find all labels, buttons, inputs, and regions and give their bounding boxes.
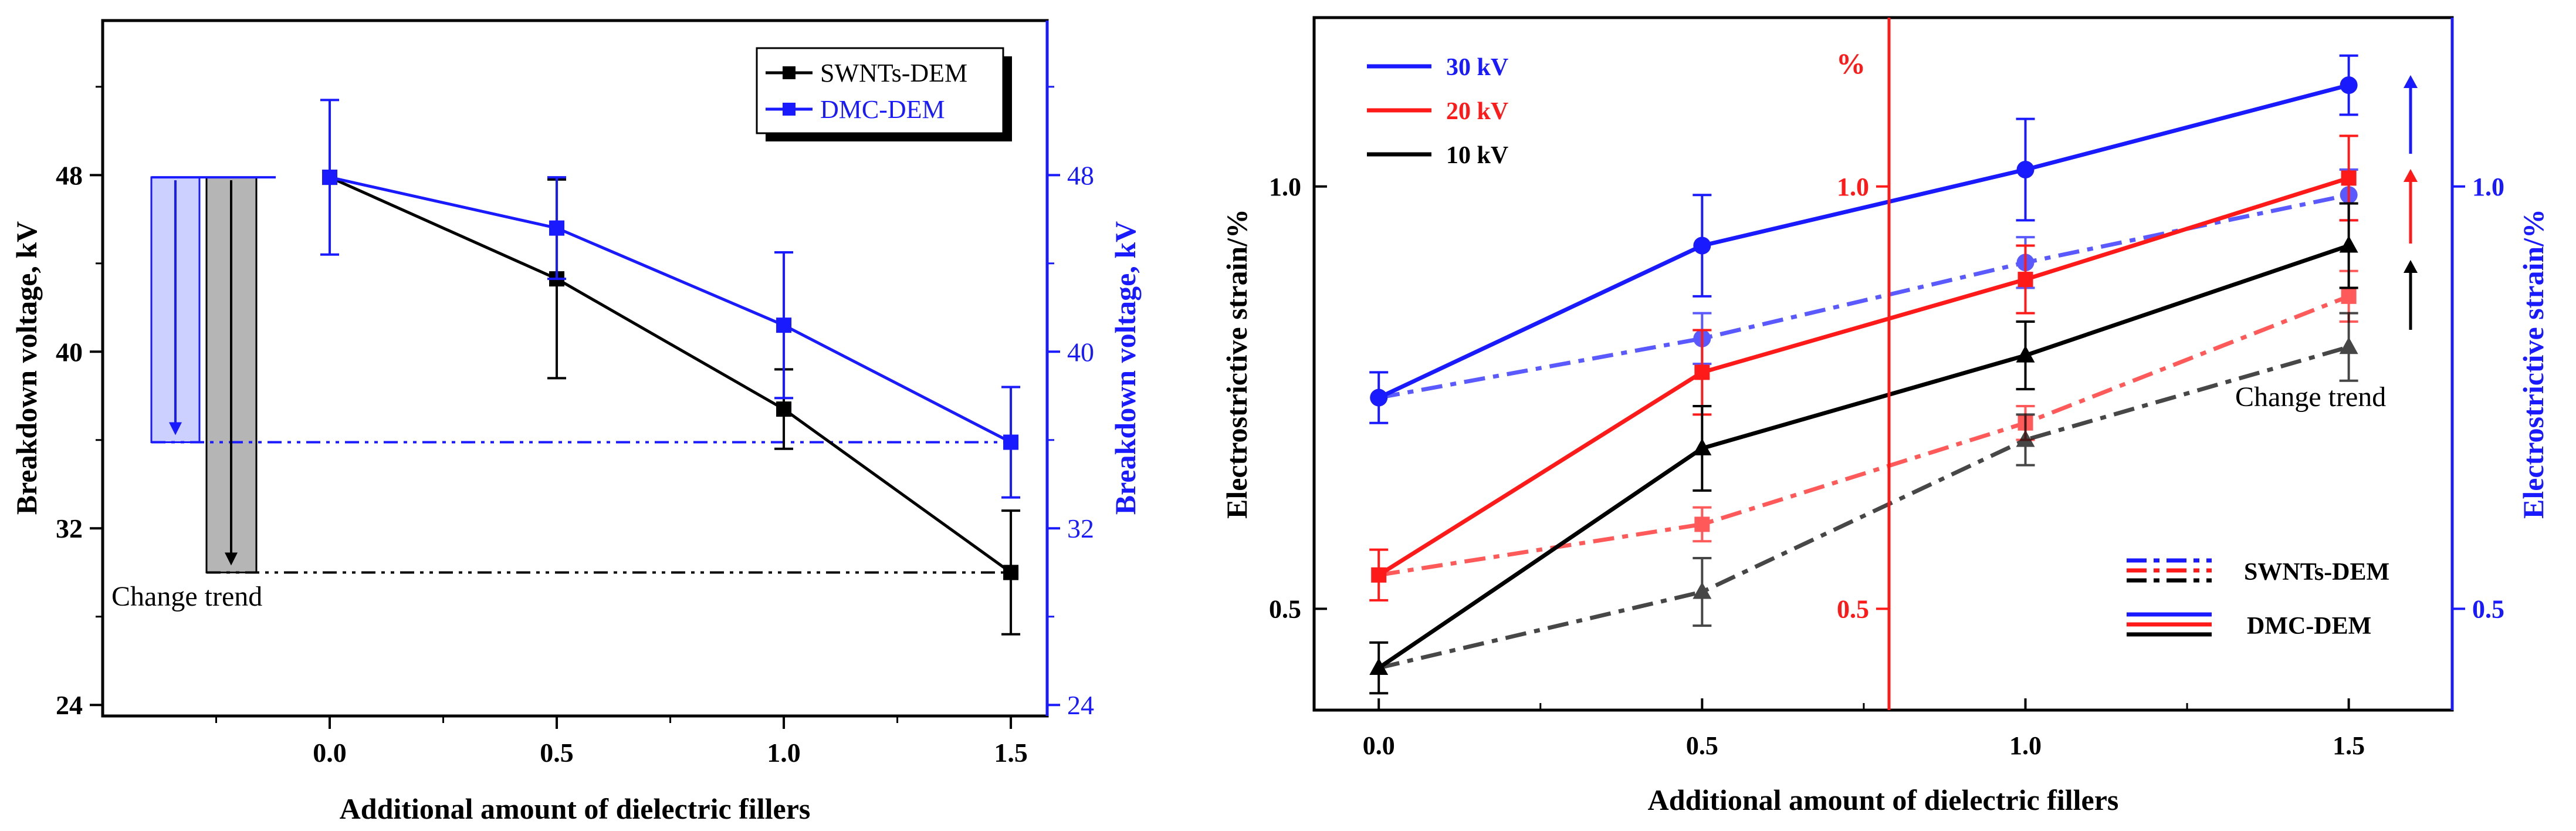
breakdown-plot-area <box>150 99 1021 636</box>
strain-series-group-1 <box>1369 134 2358 602</box>
y-tick-label-right: 40 <box>1067 337 1094 367</box>
data-point-0-2 <box>776 401 792 417</box>
strain-series-line-0 <box>1377 83 2350 400</box>
data-point-1-3 <box>1003 434 1019 450</box>
strain-x-axis-label: Additional amount of dielectric fillers <box>1648 783 2119 816</box>
legend-30kv-label: 30 kV <box>1446 54 1508 81</box>
y-tick-label-left: 48 <box>56 160 83 190</box>
strain-point-2-1 <box>1692 438 1712 455</box>
strain-point-5-2 <box>2016 430 2035 447</box>
strain-x-tick-label: 0.0 <box>1363 731 1395 760</box>
strain-series-group-0 <box>1369 54 2358 424</box>
strain-axes: 0.0 0.5 1.0 1.5 0.5 1.0 0.5 1.0 0.5 1.0 <box>1269 173 2504 760</box>
data-point-1-2 <box>776 317 792 333</box>
strain-y-tick-label-right: 1.0 <box>2472 173 2504 201</box>
legend-swnts-marker <box>783 66 796 79</box>
strain-point-1-3 <box>2341 170 2357 186</box>
strain-point-2-3 <box>2339 235 2358 253</box>
data-point-1-1 <box>549 220 565 236</box>
strain-x-tick-label: 1.0 <box>2009 731 2042 760</box>
strain-series-group-2 <box>1369 202 2358 695</box>
y-tick-label-right: 32 <box>1067 514 1094 543</box>
strain-y-axis-label-left: Electrostrictive strain/% <box>1220 209 1253 519</box>
x-tick-label: 0.5 <box>540 738 574 768</box>
strain-y-tick-label-middle: 0.5 <box>1837 594 1869 623</box>
data-point-1-0 <box>322 170 338 185</box>
strain-point-0-2 <box>2016 161 2035 179</box>
strain-series-line-2 <box>1377 244 2350 670</box>
legend-swnts-dem-label: SWNTs-DEM <box>2244 559 2389 586</box>
strain-x-tick-label: 1.5 <box>2333 731 2365 760</box>
middle-axis-label: % <box>1836 47 1866 80</box>
legend-20kv-label: 20 kV <box>1446 98 1508 125</box>
legend-swnts-label: SWNTs-DEM <box>820 59 967 87</box>
legend-10kv-label: 10 kV <box>1446 142 1508 169</box>
x-tick-label: 1.5 <box>994 738 1028 768</box>
y-tick-label-left: 32 <box>56 514 83 543</box>
strain-point-4-1 <box>1694 516 1710 532</box>
strain-point-0-1 <box>1693 237 1711 255</box>
trend-arrow-black-head <box>2404 260 2418 273</box>
blue-trend-arrowhead <box>169 422 182 435</box>
breakdown-voltage-chart: 0.0 0.5 1.0 1.5 24 32 40 48 24 32 40 48 Additional … <box>10 19 1142 825</box>
strain-point-4-3 <box>2341 288 2357 304</box>
x-tick-label: 1.0 <box>767 738 801 768</box>
strain-y-tick-label-left: 1.0 <box>1269 173 1301 201</box>
strain-x-tick-label: 0.5 <box>1686 731 1718 760</box>
trend-arrows <box>2404 75 2418 330</box>
breakdown-axes: 0.0 0.5 1.0 1.5 24 32 40 48 24 32 40 48 <box>56 86 1094 768</box>
strain-point-5-1 <box>1692 582 1712 599</box>
strain-point-0-3 <box>2340 76 2358 94</box>
strain-y-axis-label-right: Electrostrictive strain/% <box>2517 209 2550 519</box>
y-axis-label-left: Breakdown voltage, kV <box>10 221 43 515</box>
y-tick-label-right: 24 <box>1067 690 1094 720</box>
legend-dmc-label: DMC-DEM <box>820 95 945 124</box>
strain-series-line-1 <box>1377 176 2350 577</box>
strain-y-tick-label-right: 0.5 <box>2472 594 2504 623</box>
change-trend-annotation-left: Change trend <box>111 581 262 612</box>
change-trend-annotation-right: Change trend <box>2235 381 2386 413</box>
x-tick-label: 0.0 <box>313 738 347 768</box>
trend-arrow-blue-head <box>2404 75 2418 88</box>
strain-point-1-1 <box>1694 364 1710 380</box>
strain-point-5-3 <box>2339 337 2358 354</box>
legend-box <box>756 47 1004 134</box>
strain-series-line-4 <box>1378 294 2350 577</box>
strain-plot-area <box>1369 54 2358 695</box>
strain-point-0-0 <box>1370 389 1388 407</box>
y-tick-label-left: 24 <box>56 690 83 720</box>
strain-point-2-2 <box>2016 345 2035 363</box>
series-line-1 <box>329 175 1012 444</box>
voltage-legend: 30 kV 20 kV 10 kV <box>1367 54 1508 169</box>
electrostrictive-strain-chart: 0.0 0.5 1.0 1.5 0.5 1.0 0.5 1.0 0.5 1.0 Additiona… <box>1220 16 2550 816</box>
black-trend-arrowhead <box>225 552 238 566</box>
strain-series-group-3 <box>1378 168 2358 400</box>
legend-dmc-marker <box>783 103 796 116</box>
y-tick-label-left: 40 <box>56 337 83 367</box>
data-point-0-3 <box>1003 565 1019 580</box>
strain-point-1-2 <box>2018 272 2033 288</box>
legend-dmc-dem-label: DMC-DEM <box>2247 613 2371 640</box>
filler-legend: SWNTs-DEM DMC-DEM <box>2127 558 2389 640</box>
series-line-0 <box>329 175 1012 574</box>
strain-series-line-5 <box>1378 344 2350 670</box>
strain-series-group-4 <box>1378 269 2358 577</box>
breakdown-legend: SWNTs-DEM DMC-DEM <box>756 47 1012 141</box>
strain-point-2-0 <box>1369 658 1389 675</box>
strain-y-tick-label-middle: 1.0 <box>1837 173 1869 201</box>
x-axis-label: Additional amount of dielectric fillers <box>340 792 811 825</box>
strain-point-1-0 <box>1371 567 1387 583</box>
y-axis-label-right: Breakdown voltage, kV <box>1109 221 1142 515</box>
strain-series-group-5 <box>1378 312 2358 670</box>
strain-y-tick-label-left: 0.5 <box>1269 594 1301 623</box>
trend-arrow-red-head <box>2404 169 2418 182</box>
y-tick-label-right: 48 <box>1067 160 1094 190</box>
